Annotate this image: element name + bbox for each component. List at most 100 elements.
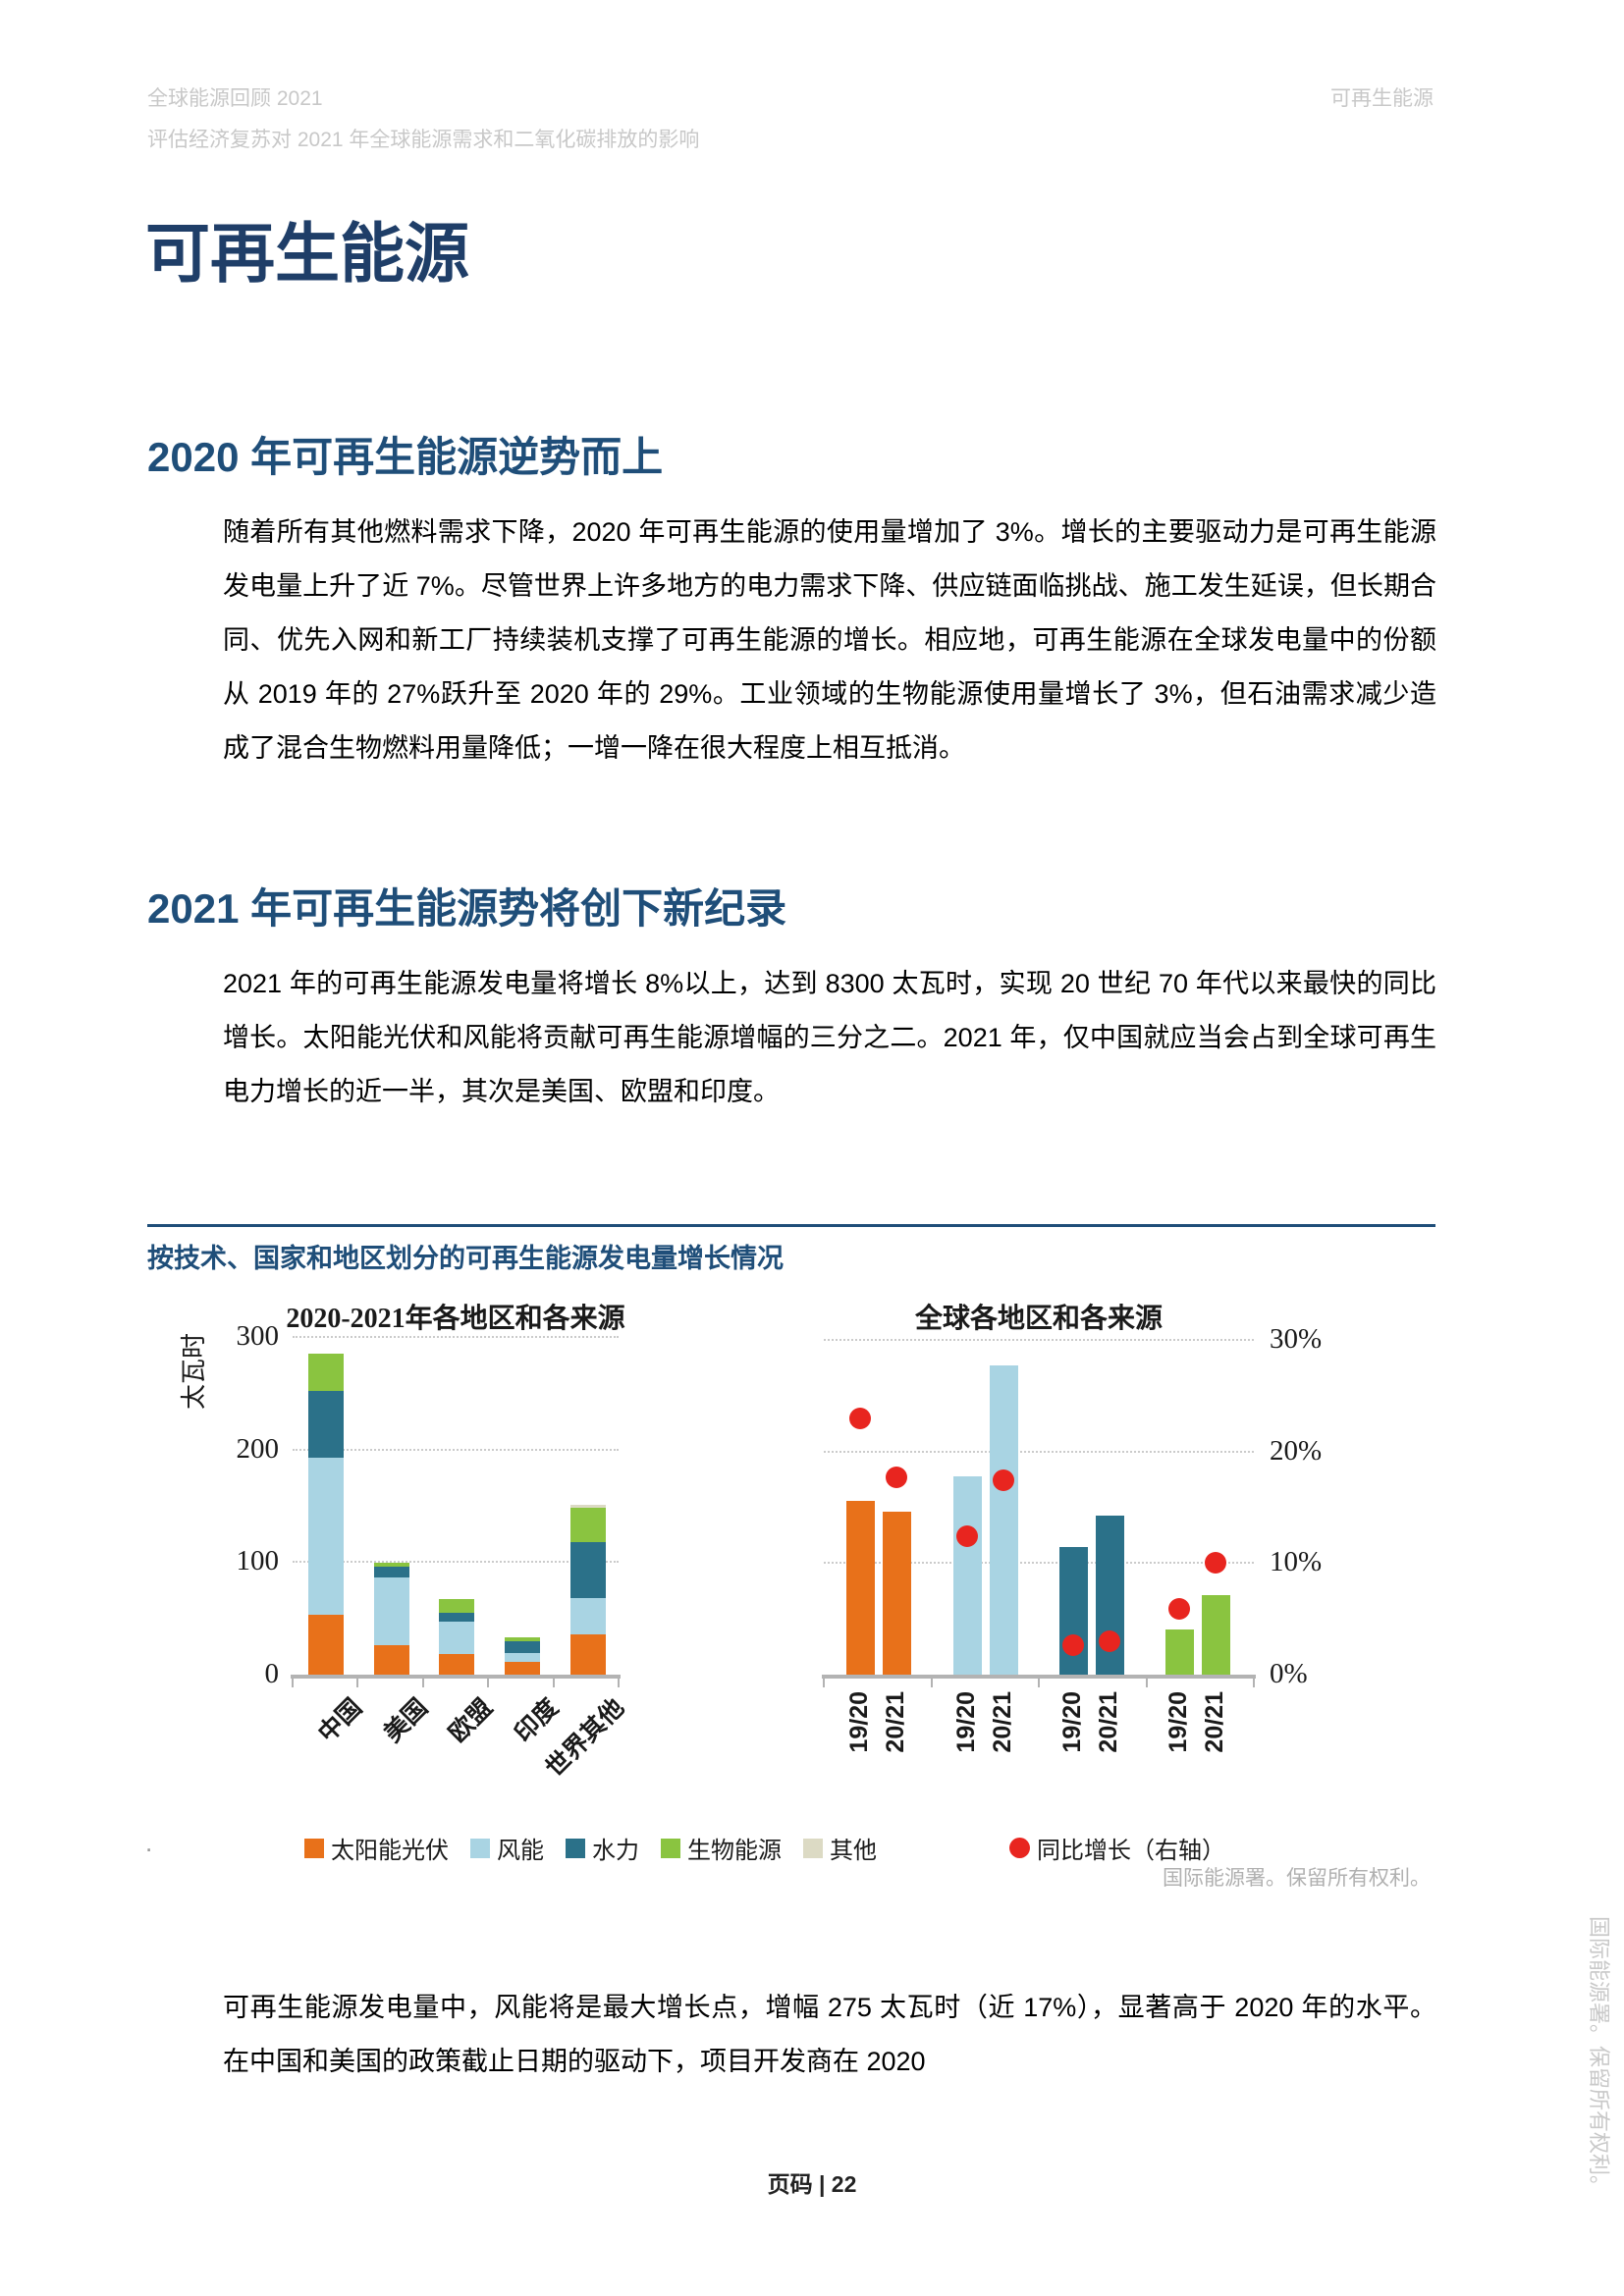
closing-paragraph: 可再生能源发电量中，风能将是最大增长点，增幅 275 太瓦时（近 17%），显著… (223, 1993, 1436, 2076)
bar-segment (439, 1622, 474, 1655)
right-y-axis-tick-label: 10% (1270, 1546, 1323, 1578)
page-number: 页码 | 22 (767, 2171, 857, 2197)
figure-top-rule (147, 1224, 1435, 1227)
x-axis-tick (356, 1679, 359, 1687)
x-axis-tick (487, 1679, 490, 1687)
chart-dot-legend: 同比增长（右轴） (1009, 1831, 1225, 1865)
bar (1164, 1629, 1194, 1675)
growth-dot (1099, 1629, 1120, 1652)
growth-dot (1205, 1552, 1226, 1575)
left-chart-title: 2020-2021年各地区和各来源 (286, 1304, 625, 1334)
section-heading-2020: 2020 年可再生能源逆势而上 (147, 434, 664, 480)
legend-label: 太阳能光伏 (331, 1838, 449, 1864)
chart-series-legend: 太阳能光伏 风能 水力 生物能源 其他 (304, 1831, 877, 1865)
grid-line (824, 1450, 1254, 1453)
header-doc-subtitle: 评估经济复苏对 2021 年全球能源需求和二氧化碳排放的影响 (147, 129, 700, 151)
legend-label: 同比增长（右轴） (1037, 1838, 1225, 1864)
legend-swatch (566, 1838, 585, 1858)
y-axis-tick-label: 300 (236, 1320, 280, 1352)
legend-swatch (470, 1838, 490, 1858)
growth-dot (956, 1525, 978, 1548)
x-axis-tick (618, 1679, 620, 1687)
bar (952, 1476, 982, 1675)
growth-dot (993, 1469, 1014, 1492)
bar (882, 1511, 911, 1675)
bar-segment (308, 1391, 344, 1458)
x-period-label: 20/21 (989, 1691, 1016, 1753)
grid-line (293, 1448, 619, 1451)
x-axis-tick (1038, 1679, 1040, 1687)
bar-segment (505, 1637, 540, 1641)
legend-swatch (661, 1838, 680, 1858)
left-y-axis-label: 太瓦时 (179, 1333, 208, 1411)
x-axis-tick (930, 1679, 933, 1687)
figure-source-note: 国际能源署。保留所有权利。 (1163, 1867, 1431, 1890)
section-paragraph-2021: 2021 年的可再生能源发电量将增长 8%以上，达到 8300 太瓦时，实现 2… (223, 969, 1436, 1106)
legend-item: 生物能源 (661, 1831, 782, 1865)
legend-label: 风能 (497, 1838, 544, 1864)
bar-segment (570, 1504, 606, 1509)
legend-item: 风能 (470, 1831, 544, 1865)
grid-line (293, 1336, 619, 1338)
legend-label: 生物能源 (687, 1838, 782, 1864)
legend-swatch (803, 1838, 823, 1858)
x-period-label: 19/20 (1164, 1691, 1192, 1753)
legend-item: 其他 (803, 1831, 877, 1865)
bar-segment (570, 1541, 606, 1599)
bar-segment (374, 1645, 409, 1675)
bar-segment (374, 1566, 409, 1578)
x-period-label: 20/21 (882, 1691, 909, 1753)
bar (845, 1501, 875, 1675)
header-doc-title: 全球能源回顾 2021 (147, 87, 323, 110)
bar-segment (570, 1508, 606, 1542)
x-axis-tick (552, 1679, 555, 1687)
x-axis-line (822, 1675, 1256, 1679)
x-axis-line (291, 1675, 621, 1679)
bar-segment (505, 1653, 540, 1663)
growth-dot (886, 1466, 907, 1488)
x-axis-tick (421, 1679, 424, 1687)
right-y-axis-tick-label: 30% (1270, 1323, 1323, 1355)
grid-line (824, 1339, 1254, 1341)
section-paragraph-2020: 随着所有其他燃料需求下降，2020 年可再生能源的使用量增加了 3%。增长的主要… (223, 517, 1436, 763)
bar-segment (439, 1599, 474, 1613)
grid-line (293, 1561, 619, 1564)
header-chapter-label: 可再生能源 (1330, 87, 1434, 110)
section-heading-2021: 2021 年可再生能源势将创下新纪录 (147, 885, 787, 932)
growth-dot (1062, 1634, 1084, 1657)
growth-dot-icon (1009, 1838, 1030, 1858)
x-axis-tick (292, 1679, 294, 1687)
bar-segment (439, 1612, 474, 1623)
x-axis-tick (1145, 1679, 1148, 1687)
x-axis-tick (823, 1679, 825, 1687)
x-period-label: 19/20 (952, 1691, 980, 1753)
side-copyright-note: 国际能源署。保留所有权利。 (1587, 1916, 1611, 2198)
bar-segment (505, 1662, 540, 1675)
y-axis-tick-label: 200 (236, 1432, 280, 1465)
y-axis-tick-label: 100 (236, 1545, 280, 1577)
right-y-axis-tick-label: 0% (1270, 1658, 1308, 1689)
bar-segment (570, 1633, 606, 1675)
charts-canvas: 2020-2021年各地区和各来源 太瓦时 0 100 200 300 中国 美国 欧盟 印度 世界… (147, 1224, 1435, 1924)
bar-segment (439, 1654, 474, 1675)
bar-segment (505, 1640, 540, 1654)
bar (1201, 1594, 1230, 1675)
bar-segment (570, 1598, 606, 1634)
right-chart-title: 全球各地区和各来源 (914, 1304, 1163, 1334)
bar (989, 1364, 1018, 1675)
x-period-label: 20/21 (1201, 1691, 1228, 1753)
legend-label: 水力 (592, 1838, 639, 1864)
growth-dot (1168, 1597, 1190, 1620)
bar-segment (374, 1577, 409, 1646)
figure-block: 按技术、国家和地区划分的可再生能源发电量增长情况 2020-2021年各地区和各… (147, 1224, 1435, 1924)
y-axis-tick-label: 0 (264, 1658, 280, 1689)
x-period-label: 19/20 (1058, 1691, 1086, 1753)
bar-segment (374, 1563, 409, 1567)
right-y-axis-tick-label: 20% (1270, 1434, 1323, 1467)
legend-label: 其他 (830, 1838, 877, 1864)
legend-swatch (304, 1838, 324, 1858)
growth-dot (849, 1407, 871, 1429)
legend-item-growth: 同比增长（右轴） (1009, 1831, 1225, 1865)
x-period-label: 20/21 (1095, 1691, 1122, 1753)
